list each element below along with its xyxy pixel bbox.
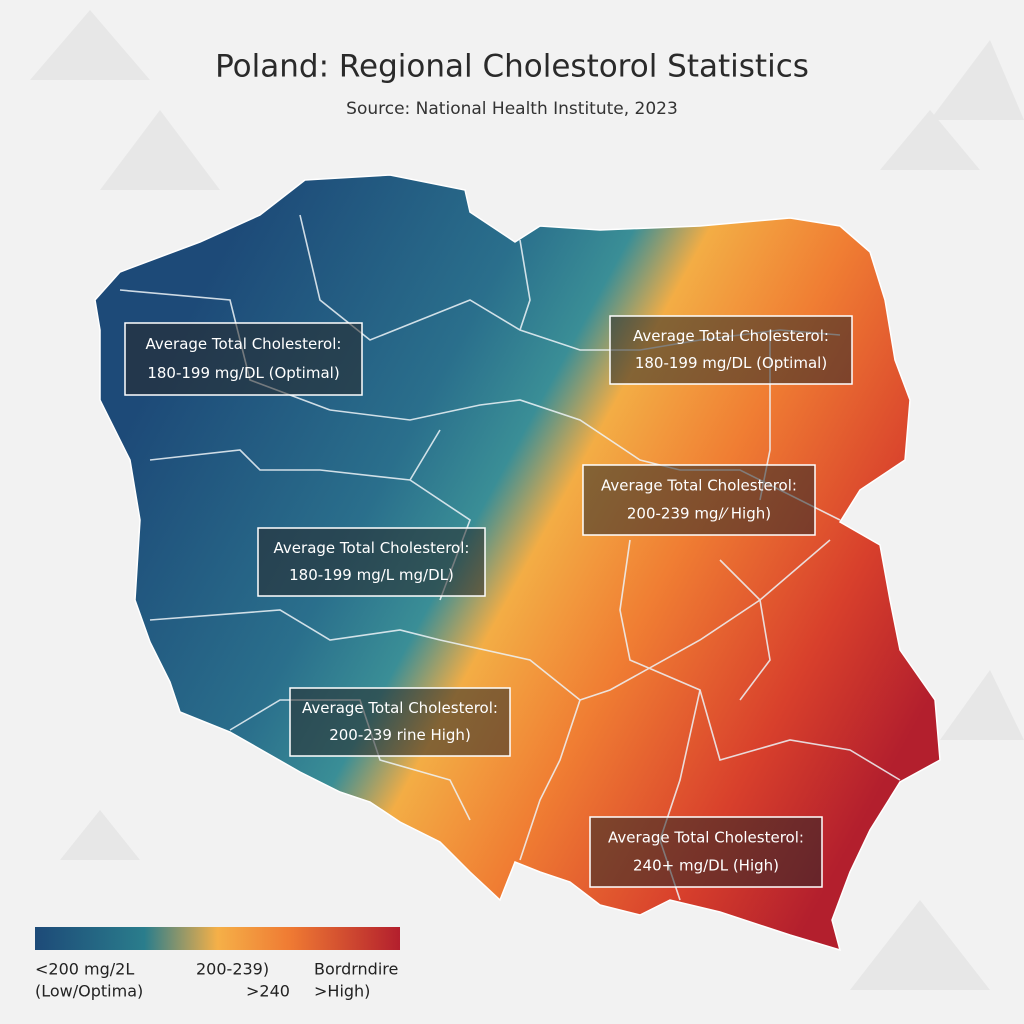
label-box [124, 322, 363, 396]
label-line: 240+ mg/DL (High) [633, 857, 779, 875]
title: Poland: Regional Cholestorol Statistics [215, 49, 809, 85]
label-line: 180-199 mg/DL (Optimal) [635, 354, 827, 372]
label-line: Average Total Cholesterol: [274, 539, 470, 557]
legend-gradient [35, 927, 400, 950]
label-box [589, 816, 823, 888]
legend-label: >240 [246, 982, 290, 1001]
label-box [289, 687, 511, 757]
label-line: Average Total Cholesterol: [146, 335, 342, 353]
legend-label: (Low/Optima) [35, 982, 143, 1001]
label-line: 180-199 mg/DL (Optimal) [147, 364, 339, 382]
legend-label: >High) [314, 982, 370, 1001]
legend: <200 mg/2L (Low/Optima) 200-239) >240 Bordrn… [35, 960, 398, 1001]
region-label: Average Total Cholesterol: 240+ mg/DL (Hi… [589, 816, 823, 888]
label-line: Average Total Cholesterol: [608, 829, 804, 847]
subtitle: Source: National Health Institute, 2023 [346, 99, 678, 119]
label-line: 200-239 rine High) [329, 726, 471, 744]
label-line: 200-239 mg/⁄ High) [627, 505, 771, 523]
label-box [582, 464, 816, 536]
decor-triangles [30, 10, 1024, 990]
label-line: Average Total Cholesterol: [601, 477, 797, 495]
legend-label: Bordrndire [314, 960, 398, 979]
label-box [257, 527, 486, 597]
region-label: Average Total Cholesterol: 200-239 mg/⁄ H… [582, 464, 816, 536]
legend-label: 200-239) [196, 960, 269, 979]
label-line: Average Total Cholesterol: [302, 699, 498, 717]
label-layer: Average Total Cholesterol: 180-199 mg/DL … [124, 315, 853, 888]
label-box [609, 315, 853, 385]
legend-label: <200 mg/2L [35, 960, 134, 979]
region-label: Average Total Cholesterol: 180-199 mg/DL … [609, 315, 853, 385]
region-label: Average Total Cholesterol: 180-199 mg/L m… [257, 527, 486, 597]
region-label: Average Total Cholesterol: 200-239 rine H… [289, 687, 511, 757]
label-line: Average Total Cholesterol: [633, 327, 829, 345]
region-label: Average Total Cholesterol: 180-199 mg/DL … [124, 322, 363, 396]
label-line: 180-199 mg/L mg/DL) [289, 566, 454, 584]
